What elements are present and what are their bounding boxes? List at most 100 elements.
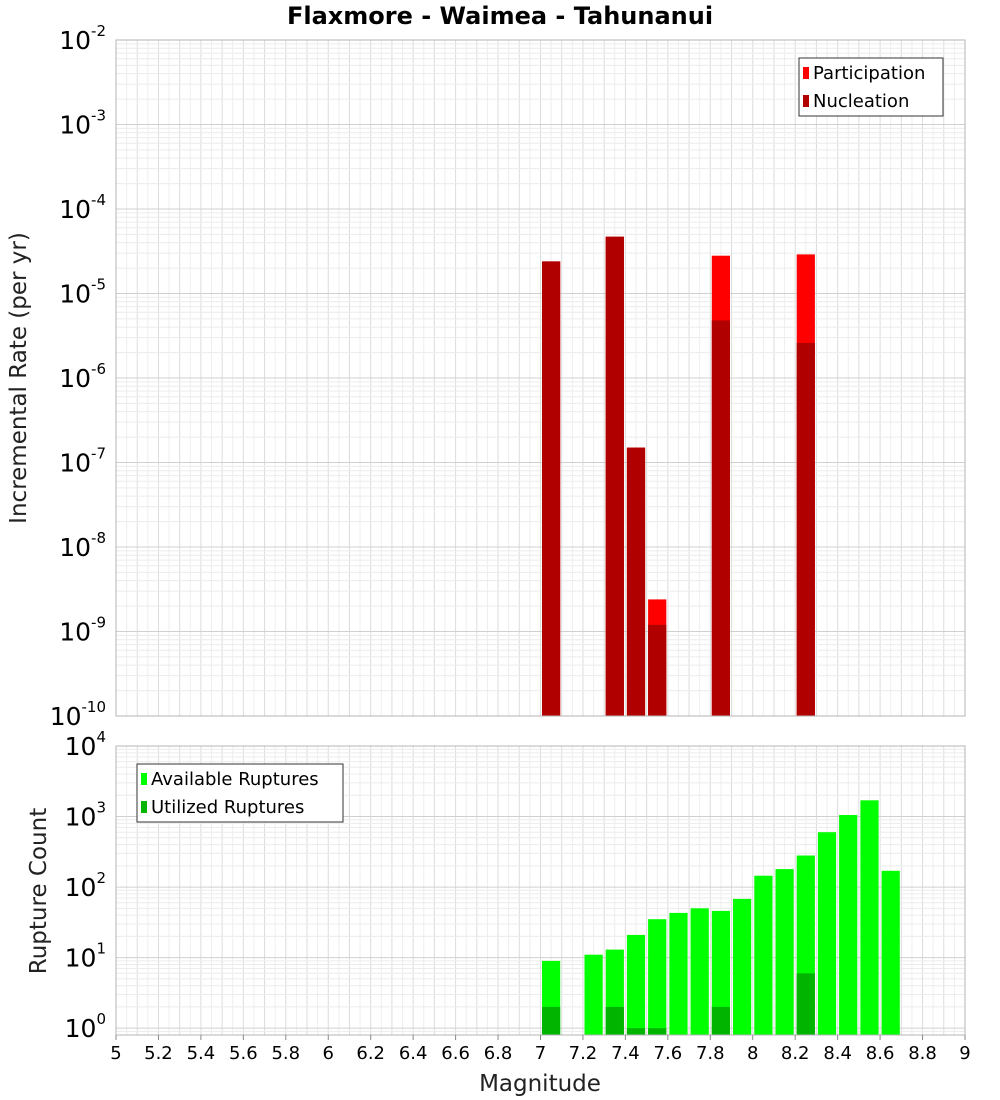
y-tick-exponent: -9 bbox=[91, 614, 106, 632]
y-tick-label: 10-10 bbox=[50, 698, 106, 731]
rate-grid bbox=[115, 39, 966, 717]
legend-label: Participation bbox=[813, 63, 925, 84]
y-tick-base: 10 bbox=[65, 732, 97, 761]
x-axis-label: Magnitude bbox=[479, 1071, 601, 1097]
x-tick-label: 8 bbox=[747, 1043, 758, 1064]
y-tick-label: 10-6 bbox=[59, 360, 106, 393]
y-tick-base: 10 bbox=[59, 449, 91, 478]
y-tick-label: 10-5 bbox=[59, 276, 106, 309]
count-bars bbox=[542, 800, 900, 1035]
y-tick-label: 101 bbox=[65, 940, 106, 973]
y-tick-exponent: -8 bbox=[91, 529, 106, 547]
x-tick-label: 8.8 bbox=[908, 1043, 937, 1064]
y-tick-base: 10 bbox=[50, 702, 82, 731]
incremental-rate-panel: 10-1010-910-810-710-610-510-410-310-2Par… bbox=[50, 22, 966, 731]
y-tick-base: 10 bbox=[59, 533, 91, 562]
rate-legend: Participation Nucleation bbox=[798, 57, 944, 117]
y-tick-label: 103 bbox=[65, 799, 106, 832]
chart-title: Flaxmore - Waimea - Tahunanui bbox=[287, 2, 713, 30]
x-tick-label: 7.8 bbox=[696, 1043, 725, 1064]
y-tick-base: 10 bbox=[59, 26, 91, 55]
y-tick-label: 10-9 bbox=[59, 614, 106, 647]
x-tick-label: 7.4 bbox=[611, 1043, 640, 1064]
count-bar-available-ruptures-8.45 bbox=[839, 815, 858, 1035]
count-bar-available-ruptures-7.65 bbox=[669, 912, 688, 1035]
rate-bar-nucleation-7.85 bbox=[711, 320, 730, 716]
rate-bar-nucleation-7.05 bbox=[542, 261, 561, 716]
legend-label: Utilized Ruptures bbox=[151, 797, 304, 818]
legend-label: Available Ruptures bbox=[151, 769, 319, 790]
y-tick-label: 10-8 bbox=[59, 529, 106, 562]
y-tick-label: 104 bbox=[65, 728, 106, 761]
count-bar-utilized-ruptures-8.25 bbox=[796, 973, 815, 1035]
count-legend: Available Ruptures Utilized Ruptures bbox=[136, 763, 344, 823]
y-tick-label: 10-2 bbox=[59, 22, 106, 55]
x-tick-label: 6.4 bbox=[399, 1043, 428, 1064]
count-bar-available-ruptures-8.65 bbox=[881, 870, 900, 1035]
x-tick-label: 7.2 bbox=[569, 1043, 598, 1064]
y-tick-exponent: 4 bbox=[96, 728, 106, 746]
count-bar-utilized-ruptures-7.85 bbox=[711, 1006, 730, 1035]
x-tick-label: 5.2 bbox=[144, 1043, 173, 1064]
count-bar-available-ruptures-8.05 bbox=[754, 875, 773, 1035]
y-tick-base: 10 bbox=[65, 803, 97, 832]
y-tick-exponent: 3 bbox=[96, 799, 106, 817]
y-tick-exponent: 1 bbox=[96, 940, 106, 958]
legend-swatch bbox=[803, 67, 809, 79]
rate-bar-nucleation-7.35 bbox=[605, 236, 624, 716]
count-bar-utilized-ruptures-7.55 bbox=[648, 1028, 667, 1035]
y-tick-exponent: -6 bbox=[91, 360, 106, 378]
y-tick-base: 10 bbox=[59, 618, 91, 647]
rate-bar-nucleation-7.45 bbox=[626, 447, 646, 716]
y-tick-base: 10 bbox=[59, 111, 91, 140]
y-tick-exponent: -5 bbox=[91, 276, 106, 294]
count-bar-available-ruptures-7.55 bbox=[648, 919, 667, 1035]
count-bar-utilized-ruptures-7.05 bbox=[542, 1006, 561, 1035]
y-tick-label: 10-4 bbox=[59, 191, 106, 224]
x-tick-label: 5.8 bbox=[271, 1043, 300, 1064]
x-ticks: 5 5.2 5.4 5.6 5.8 6 6.2 6.4 6.6 6.8 7 7.2 7.4 7.6 7.8 8… bbox=[110, 1035, 971, 1064]
x-tick-label: 6.6 bbox=[441, 1043, 470, 1064]
legend-swatch bbox=[141, 773, 147, 785]
count-bar-available-ruptures-7.25 bbox=[584, 954, 603, 1035]
y-tick-label: 100 bbox=[65, 1010, 106, 1043]
x-tick-label: 8.2 bbox=[781, 1043, 810, 1064]
y-tick-label: 102 bbox=[65, 869, 106, 902]
count-bar-available-ruptures-8.35 bbox=[817, 832, 837, 1035]
y-tick-label: 10-3 bbox=[59, 107, 106, 140]
x-tick-label: 7 bbox=[535, 1043, 546, 1064]
legend-label: Nucleation bbox=[813, 91, 909, 112]
x-tick-label: 5 bbox=[110, 1043, 121, 1064]
x-tick-label: 6.8 bbox=[484, 1043, 513, 1064]
legend-swatch bbox=[141, 801, 147, 813]
count-bar-utilized-ruptures-7.45 bbox=[626, 1028, 646, 1035]
count-bar-available-ruptures-7.75 bbox=[690, 908, 709, 1035]
y-tick-base: 10 bbox=[59, 364, 91, 393]
x-tick-label: 5.6 bbox=[229, 1043, 258, 1064]
y-tick-base: 10 bbox=[59, 280, 91, 309]
legend-box bbox=[798, 57, 944, 117]
x-tick-label: 6.2 bbox=[356, 1043, 385, 1064]
y-tick-exponent: -2 bbox=[91, 22, 106, 40]
count-bar-available-ruptures-8.15 bbox=[775, 869, 794, 1035]
legend-box bbox=[136, 763, 344, 823]
rate-plot-frame bbox=[115, 39, 966, 717]
rate-bar-nucleation-8.25 bbox=[796, 342, 815, 716]
count-bar-utilized-ruptures-7.35 bbox=[605, 1006, 624, 1035]
rate-bar-nucleation-7.55 bbox=[648, 624, 667, 716]
x-tick-label: 8.6 bbox=[866, 1043, 895, 1064]
x-tick-label: 7.6 bbox=[654, 1043, 683, 1064]
y-tick-exponent: -3 bbox=[91, 107, 106, 125]
x-tick-label: 6 bbox=[323, 1043, 334, 1064]
y-tick-label: 10-7 bbox=[59, 445, 106, 478]
y-tick-exponent: -10 bbox=[82, 698, 107, 716]
x-tick-label: 5.4 bbox=[187, 1043, 216, 1064]
y-tick-exponent: 2 bbox=[96, 869, 106, 887]
x-tick-label: 8.4 bbox=[823, 1043, 852, 1064]
bottom-y-axis-label: Rupture Count bbox=[26, 808, 52, 974]
count-bar-available-ruptures-7.95 bbox=[733, 898, 752, 1035]
